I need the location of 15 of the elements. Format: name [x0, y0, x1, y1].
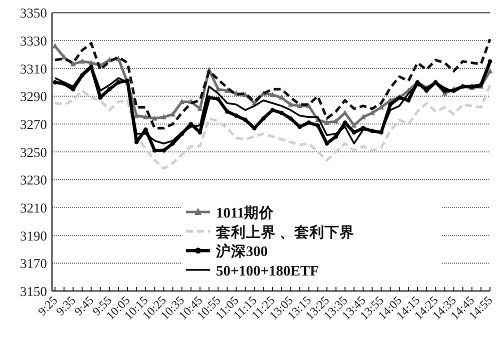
y-tick-label: 3350	[20, 6, 48, 21]
y-tick-label: 3150	[20, 284, 48, 299]
y-tick-label: 3290	[20, 89, 48, 104]
y-tick-label: 3170	[20, 256, 48, 272]
y-tick-label: 3330	[20, 34, 48, 49]
y-tick-label: 3190	[20, 228, 48, 244]
y-tick-label: 3250	[20, 144, 48, 160]
y-tick-label: 3210	[20, 200, 48, 216]
legend-label: 沪深300	[215, 242, 268, 260]
y-tick-label: 3230	[20, 172, 48, 188]
legend-label: 1011期价	[216, 204, 276, 222]
y-tick-label: 3270	[20, 117, 48, 132]
legend-label: 套利上界 、套利下界	[215, 224, 355, 241]
y-tick-label: 3310	[20, 61, 48, 76]
legend-label: 50+100+180ETF	[216, 263, 319, 280]
